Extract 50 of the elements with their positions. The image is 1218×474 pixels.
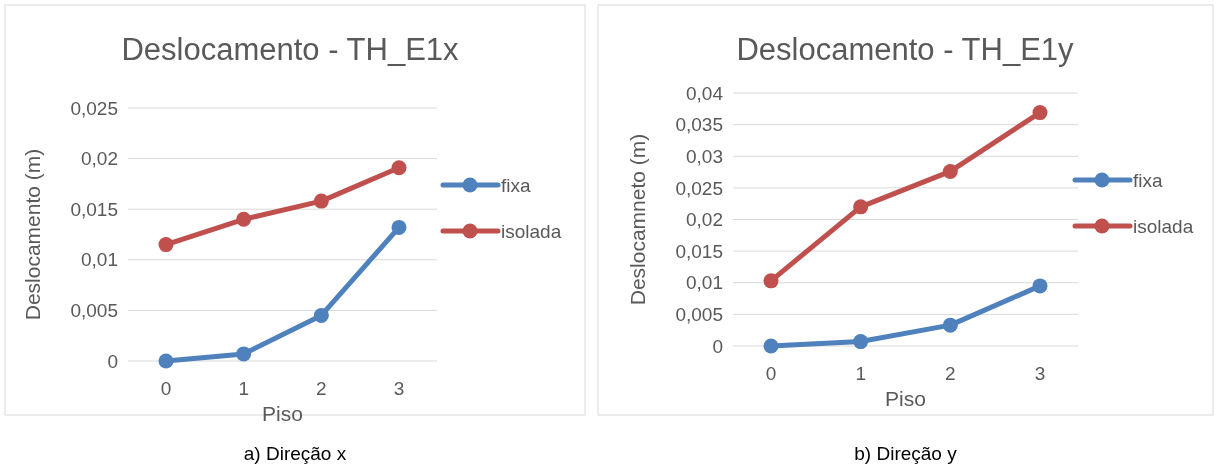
point [236, 211, 252, 227]
point [1032, 278, 1048, 294]
y-tick-label: 0,005 [70, 300, 118, 322]
chart-title: Deslocamento - TH_E1y [736, 32, 1075, 67]
y-axis-title: Deslocamneto (m) [626, 133, 649, 306]
x-tick-label: 2 [945, 363, 956, 384]
legend-label: fixa [1133, 169, 1163, 191]
chart-title: Deslocamento - TH_E1x [121, 32, 460, 67]
y-tick-label: 0,015 [70, 198, 118, 220]
y-tick-label: 0,025 [675, 177, 723, 199]
legend-label: isolada [501, 220, 562, 242]
y-tick-label: 0,02 [81, 148, 118, 170]
y-tick-label: 0 [712, 335, 723, 357]
y-tick-label: 0,005 [675, 304, 723, 326]
x-tick-label: 1 [855, 363, 866, 384]
y-tick-label: 0,02 [686, 209, 723, 231]
y-tick-label: 0,035 [675, 114, 723, 136]
y-tick-label: 0,015 [675, 240, 723, 262]
point [158, 237, 174, 253]
y-tick-label: 0,03 [686, 145, 723, 167]
text: a) Direção x [243, 443, 347, 464]
y-axis-title: Deslocamento (m) [21, 148, 44, 321]
point [236, 346, 252, 362]
point [391, 160, 407, 176]
point [313, 307, 329, 323]
x-tick-label: 3 [393, 378, 405, 399]
x-tick-label: 1 [238, 378, 249, 399]
point [853, 199, 869, 215]
y-tick-label: 0,025 [70, 97, 118, 119]
x-tick-label: 0 [765, 363, 777, 384]
point [1032, 105, 1048, 121]
point [942, 163, 958, 179]
point [763, 338, 779, 354]
point [313, 193, 329, 209]
x-tick-label: 3 [1034, 363, 1046, 384]
point [763, 273, 779, 289]
x-axis-title: Piso [262, 402, 303, 425]
y-tick-label: 0,01 [686, 272, 723, 294]
point [391, 219, 407, 235]
y-tick-label: 0,01 [81, 249, 118, 271]
point [853, 334, 869, 350]
y-tick-label: 0,04 [686, 82, 724, 104]
x-tick-label: 0 [160, 378, 172, 399]
legend-label: isolada [1133, 215, 1194, 237]
legend-label: fixa [501, 174, 531, 196]
x-tick-label: 2 [316, 378, 327, 399]
x-axis-title: Piso [885, 387, 926, 410]
point [158, 353, 174, 369]
point [942, 317, 958, 333]
text: b) Direção y [854, 443, 958, 464]
